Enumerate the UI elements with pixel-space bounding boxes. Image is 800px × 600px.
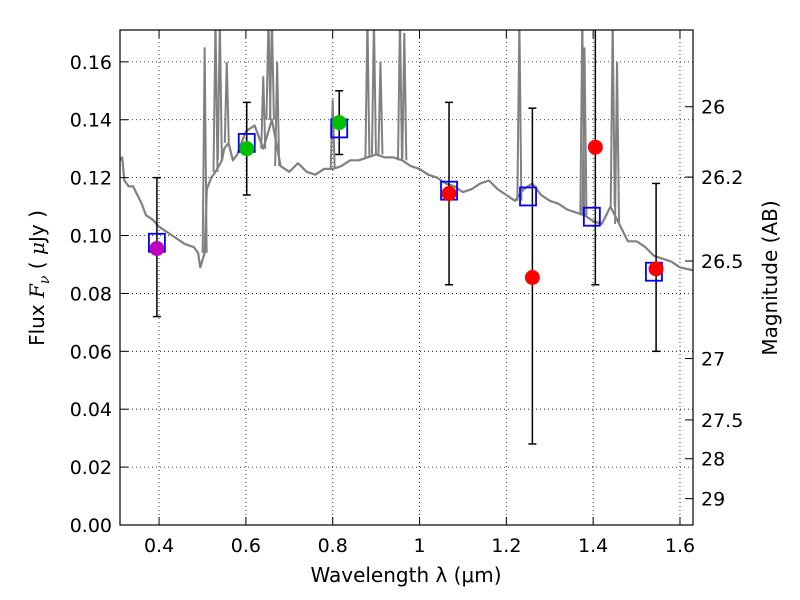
x-tick-label: 1.4 <box>578 535 608 557</box>
observed-point <box>524 270 540 285</box>
observed-point <box>648 261 664 277</box>
model-band-square <box>582 206 601 227</box>
y-axis-label-part: Jy ) <box>25 210 49 244</box>
model-spectrum <box>120 30 693 272</box>
plot-frame <box>119 29 694 526</box>
emission-line-spike <box>364 30 371 158</box>
emission-line-spike <box>396 30 403 161</box>
model-spectrum-line <box>120 118 693 272</box>
x-axis-label: Wavelength λ (μm) <box>310 563 501 587</box>
emission-line-spike <box>216 30 223 161</box>
y2-tick-label: 26 <box>701 97 725 119</box>
observed-points <box>149 115 664 285</box>
y2-tick-label: 27.5 <box>701 410 743 432</box>
y2-tick-label: 28 <box>701 449 725 471</box>
emission-line-spike <box>614 61 621 224</box>
emission-line-spike <box>370 30 377 155</box>
y-tick-label: 0.16 <box>70 52 112 74</box>
y-tick-label: 0.00 <box>70 515 112 537</box>
emission-line-spike <box>401 32 408 161</box>
grid <box>120 30 693 526</box>
emission-line-spike <box>268 30 275 120</box>
emission-line-spike <box>274 61 281 167</box>
observed-point <box>587 139 603 155</box>
x-tick-label: 1 <box>413 535 425 557</box>
observed-point <box>239 141 255 157</box>
x-tick-label: 0.4 <box>144 535 174 557</box>
y-tick-label: 0.06 <box>70 341 112 363</box>
y-axis-label: Flux Fν ( μJy ) <box>25 210 53 346</box>
observed-point <box>149 241 165 257</box>
emission-line-spike <box>377 61 384 155</box>
x-tick-label: 1.6 <box>665 535 695 557</box>
y2-tick-label: 26.2 <box>701 167 743 189</box>
observed-point <box>441 186 457 202</box>
y-tick-label: 0.04 <box>70 399 112 421</box>
y2-axis-label: Magnitude (AB) <box>758 200 782 355</box>
observed-point <box>331 115 347 131</box>
emission-line-spike <box>609 30 616 207</box>
emission-line-spike <box>516 30 523 201</box>
emission-line-spike <box>212 30 219 172</box>
y2-tick-label: 27 <box>701 349 725 371</box>
y2-axis-ticks: 26 26.2 26.5 27 27.5 28 29 <box>685 97 743 511</box>
y-axis-label-part: ( <box>25 255 49 276</box>
y-tick-label: 0.10 <box>70 226 112 248</box>
x-tick-label: 1.2 <box>491 535 521 557</box>
emission-line-spike <box>329 99 336 169</box>
y-axis-label-part: F <box>25 283 49 299</box>
y-tick-label: 0.14 <box>70 110 112 132</box>
model-band-square <box>519 186 537 207</box>
y-tick-label: 0.12 <box>70 168 112 190</box>
x-axis-ticks: 0.4 0.6 0.8 1 1.2 1.4 1.6 <box>144 30 695 557</box>
emission-line-spike <box>201 47 208 253</box>
x-tick-label: 0.8 <box>318 535 348 557</box>
y-axis-label-part: μ <box>25 242 49 255</box>
y-axis-label-part: ν <box>37 275 53 284</box>
emission-line-spike <box>260 76 267 149</box>
y2-tick-label: 26.5 <box>701 251 743 273</box>
y2-tick-label: 29 <box>701 489 725 511</box>
y-tick-label: 0.08 <box>70 283 112 305</box>
x-tick-label: 0.6 <box>231 535 261 557</box>
emission-line-spike <box>223 61 230 143</box>
y-axis-label-part: Flux <box>25 298 49 346</box>
y-tick-label: 0.02 <box>70 457 112 479</box>
emission-line-spike <box>581 47 588 216</box>
y-axis-ticks: 0.00 0.02 0.04 0.06 0.08 0.10 0.12 0.14 0.16 <box>70 52 128 537</box>
